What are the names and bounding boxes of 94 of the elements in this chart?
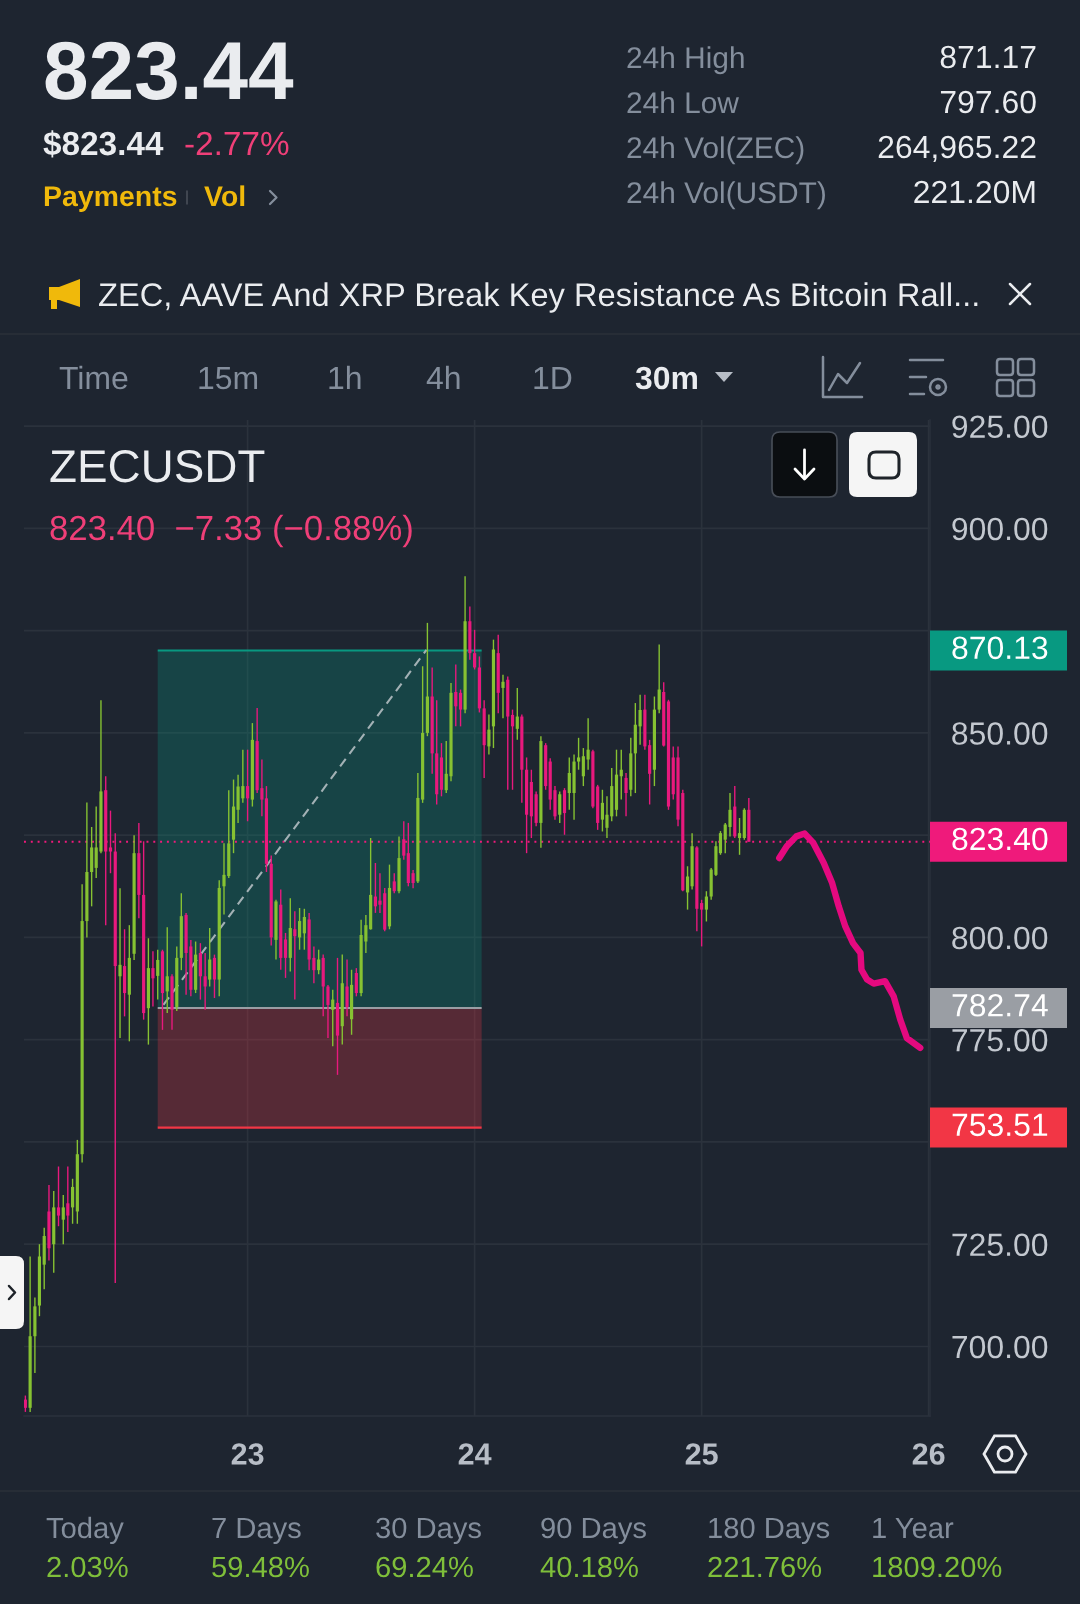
text: ZECUSDT <box>50 450 265 483</box>
x-tick-label: 25 <box>685 1443 718 1465</box>
candlestick <box>156 949 160 1001</box>
y-tick-label: 775.00 <box>952 1028 1048 1052</box>
candlestick <box>473 629 477 671</box>
text: 24h Low <box>627 91 739 114</box>
candlestick <box>577 737 581 771</box>
candlestick <box>657 643 661 714</box>
text: $823.44 <box>43 130 164 158</box>
candlestick <box>208 927 212 988</box>
candlestick <box>222 842 226 916</box>
candlestick <box>298 907 302 951</box>
text: 1809.20% <box>873 1556 1002 1578</box>
y-tick-label: 725.00 <box>952 1233 1048 1257</box>
text: 1h <box>329 365 361 389</box>
candlestick <box>685 865 690 911</box>
text: ZEC, AAVE And XRP Break Key Resistance As Bitcoin Rall... <box>99 282 978 313</box>
y-tick-label: 850.00 <box>952 722 1048 745</box>
candlestick <box>728 792 732 838</box>
text: 24h Vol(USDT) <box>627 181 825 210</box>
text: 90 Days <box>541 1517 646 1545</box>
text: 871.17 <box>940 45 1036 69</box>
candlestick <box>737 817 742 856</box>
candlestick <box>66 1165 70 1233</box>
candlestick <box>151 950 155 1008</box>
text: 264,965.22 <box>878 135 1036 163</box>
text: 2.03% <box>47 1556 128 1578</box>
candlestick <box>458 688 463 728</box>
x-tick-label: 23 <box>231 1443 264 1465</box>
text: 797.60 <box>940 90 1036 114</box>
text: 24h High <box>627 46 744 75</box>
candlestick <box>581 747 585 787</box>
candlestick <box>411 869 415 890</box>
text: 870.13 <box>952 636 1048 660</box>
x-tick-label: 26 <box>912 1443 945 1465</box>
candlestick <box>638 694 642 746</box>
candlestick <box>600 789 605 833</box>
candlestick <box>24 1394 27 1413</box>
text: 1 Year <box>873 1517 954 1539</box>
candlestick <box>510 708 515 791</box>
candlestick <box>454 663 458 728</box>
candlestick <box>345 958 349 1018</box>
candlestick <box>302 908 306 951</box>
text: 15m <box>199 367 258 390</box>
text: 180 Days <box>709 1517 830 1545</box>
candlestick <box>354 967 358 998</box>
text: Time <box>59 365 128 390</box>
candlestick <box>704 890 708 923</box>
text: 1D <box>534 367 572 389</box>
candlestick <box>562 787 567 836</box>
candlestick <box>165 926 169 1014</box>
y-tick-label: 900.00 <box>952 517 1048 541</box>
candlestick <box>118 887 122 1039</box>
candlestick <box>246 748 250 822</box>
candlestick <box>203 952 207 1011</box>
candlestick <box>283 932 288 979</box>
text: 69.24% <box>376 1556 473 1578</box>
x-tick-label: 24 <box>458 1443 492 1465</box>
text: Today <box>46 1516 124 1545</box>
candlestick <box>326 984 330 1039</box>
candlestick <box>624 772 628 818</box>
candlestick <box>392 872 396 894</box>
text: Vol <box>204 185 245 207</box>
text: 221.20M <box>914 180 1035 204</box>
candlestick <box>56 1165 61 1227</box>
candlestick <box>515 687 519 741</box>
y-tick-label: 700.00 <box>952 1335 1048 1359</box>
text: 40.18% <box>540 1556 638 1578</box>
y-tick-label: 925.00 <box>952 415 1048 439</box>
text: 782.74 <box>952 993 1048 1017</box>
text: 823.40 −7.33 (−0.88%) <box>50 514 412 548</box>
text: 59.48% <box>212 1556 309 1578</box>
ref-line-label: 823.40 <box>952 827 1048 851</box>
text: 823.44 <box>45 41 294 100</box>
candlestick <box>212 953 217 999</box>
text: 4h <box>426 365 460 389</box>
candlestick <box>487 713 491 756</box>
candlestick <box>293 910 297 1001</box>
text: 221.76% <box>708 1556 822 1578</box>
text: Payments <box>44 186 177 212</box>
text: 7 Days <box>212 1517 301 1545</box>
candlestick <box>61 1194 65 1245</box>
y-tick-label: 800.00 <box>952 926 1048 950</box>
text: -2.77% <box>185 131 289 156</box>
text: 30m <box>635 366 697 390</box>
candlestick <box>501 674 505 719</box>
candlestick <box>558 790 562 824</box>
candlestick <box>198 942 202 1001</box>
text: 30 Days <box>376 1517 481 1545</box>
text: 753.51 <box>952 1113 1048 1137</box>
text: 24h Vol(ZEC) <box>627 136 804 165</box>
candlestick <box>331 989 335 1047</box>
candlestick <box>700 899 704 948</box>
candlestick <box>70 1178 75 1225</box>
